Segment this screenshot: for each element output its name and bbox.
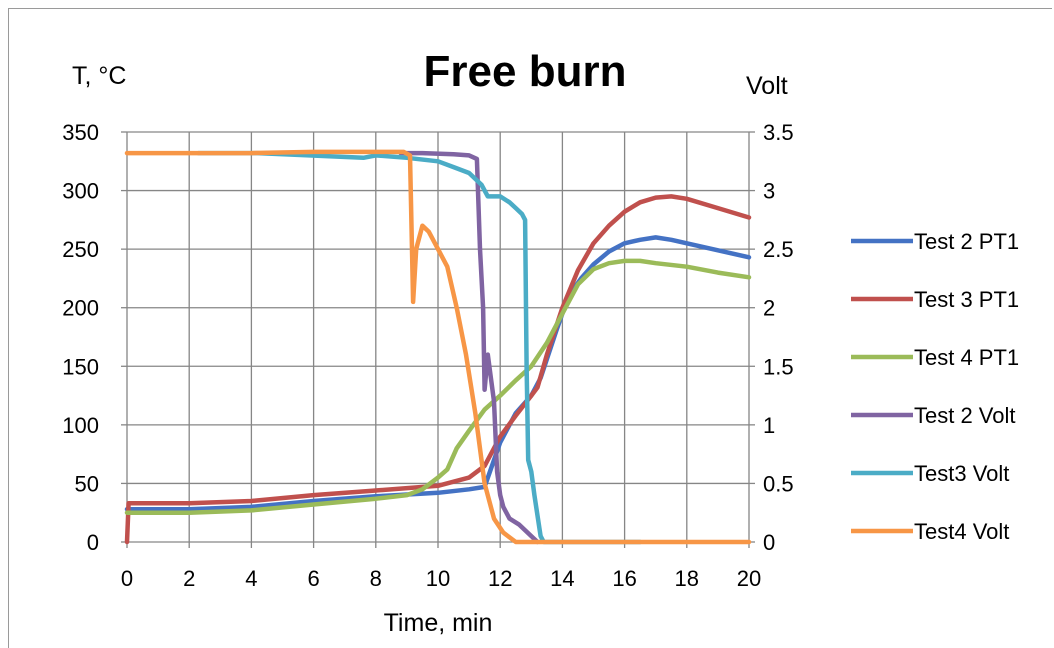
x-tick-label: 14 (550, 566, 574, 591)
y-tick-label: 350 (62, 120, 99, 145)
x-tick-label: 20 (737, 566, 761, 591)
x-tick-label: 16 (612, 566, 636, 591)
x-tick-label: 6 (307, 566, 319, 591)
y2-tick-label: 3.5 (763, 120, 794, 145)
x-tick-label: 4 (245, 566, 257, 591)
y2-tick-label: 0.5 (763, 471, 794, 496)
x-tick-label: 2 (183, 566, 195, 591)
legend-label: Test 3 PT1 (914, 287, 1019, 312)
legend-label: Test 2 Volt (914, 403, 1016, 428)
x-tick-label: 12 (488, 566, 512, 591)
y-tick-label: 250 (62, 237, 99, 262)
y2-tick-label: 3 (763, 179, 775, 204)
y-axis-title: T, °C (72, 62, 126, 90)
legend-label: Test 2 PT1 (914, 229, 1019, 254)
y2-tick-label: 1 (763, 413, 775, 438)
x-tick-label: 18 (675, 566, 699, 591)
y2-axis-title: Volt (746, 72, 788, 100)
y2-tick-label: 2.5 (763, 237, 794, 262)
y2-tick-label: 1.5 (763, 354, 794, 379)
y-tick-label: 300 (62, 179, 99, 204)
x-tick-label: 10 (426, 566, 450, 591)
x-axis-title: Time, min (384, 609, 493, 637)
y2-tick-label: 0 (763, 530, 775, 555)
x-tick-label: 0 (121, 566, 133, 591)
y-tick-label: 50 (75, 471, 99, 496)
y-tick-label: 150 (62, 354, 99, 379)
x-tick-label: 8 (370, 566, 382, 591)
legend: Test 2 PT1 Test 3 PT1 Test 4 PT1 Test 2 Vol… (851, 229, 1019, 544)
y2-tick-label: 2 (763, 296, 775, 321)
legend-label: Test3 Volt (914, 461, 1009, 486)
y-tick-label: 200 (62, 296, 99, 321)
chart-title: Free burn (424, 47, 627, 96)
legend-label: Test4 Volt (914, 519, 1009, 544)
y-tick-label: 0 (87, 530, 99, 555)
y-tick-label: 100 (62, 413, 99, 438)
legend-label: Test 4 PT1 (914, 345, 1019, 370)
